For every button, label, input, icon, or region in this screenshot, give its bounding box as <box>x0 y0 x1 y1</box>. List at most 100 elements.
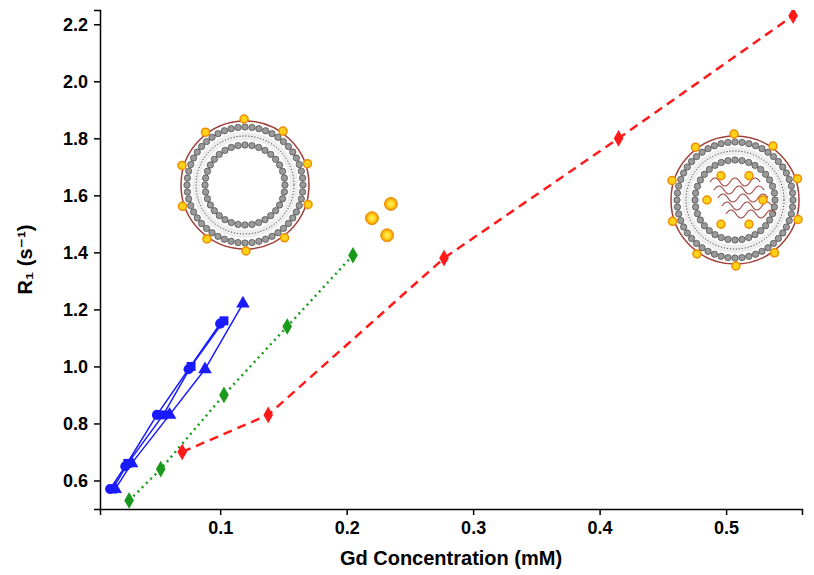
icon-bead <box>674 197 680 203</box>
icon-bead <box>276 202 282 208</box>
icon-bead <box>693 240 699 246</box>
icon-bead <box>697 217 703 223</box>
tick-label: 0.2 <box>335 518 360 538</box>
icon-bead <box>216 212 222 218</box>
icon-bead <box>789 204 795 210</box>
icon-gd <box>703 196 711 204</box>
icon-bead <box>694 210 700 216</box>
icon-bead <box>272 208 278 214</box>
icon-bead <box>198 220 204 226</box>
icon-bead <box>697 177 703 183</box>
icon-bead <box>759 145 765 151</box>
icon-bead <box>203 225 209 231</box>
point <box>177 444 187 461</box>
tick-label: 2.0 <box>63 72 88 92</box>
tick-label: 0.4 <box>588 518 613 538</box>
tick: 0.1 <box>208 509 233 538</box>
tick-label: 1.8 <box>63 129 88 149</box>
icon-bead <box>222 147 228 153</box>
icon-bead <box>281 175 287 181</box>
icon-bead <box>765 245 771 251</box>
icon-bead <box>706 227 712 233</box>
icon-bead <box>766 217 772 223</box>
icon-bead <box>705 145 711 151</box>
tick-label: 0.8 <box>63 414 88 434</box>
icon-bead <box>298 196 304 202</box>
icon-bead <box>694 183 700 189</box>
icon-bead <box>770 240 776 246</box>
icon-bead <box>262 147 268 153</box>
icon-bead <box>190 155 196 161</box>
icon-bead <box>746 253 752 259</box>
icon-bead <box>732 237 738 243</box>
icon-gd <box>304 201 312 209</box>
icon-gd <box>794 216 802 224</box>
point <box>187 362 196 371</box>
icon-bead <box>701 171 707 177</box>
icon-bead <box>771 204 777 210</box>
icon-bead <box>249 142 255 148</box>
icon-bead <box>275 230 281 236</box>
tick-mark <box>94 366 100 368</box>
icon-bead <box>235 142 241 148</box>
chart: 0.10.20.30.40.50.60.81.01.21.41.61.82.02… <box>0 0 814 575</box>
x-axis: 0.10.20.30.40.5 <box>101 509 803 538</box>
icon-bead <box>299 189 305 195</box>
point <box>236 296 250 308</box>
icon-bead <box>701 223 707 229</box>
icon-bead <box>202 182 208 188</box>
icon-bead <box>783 170 789 176</box>
tick-label: 1.6 <box>63 186 88 206</box>
icon-bead <box>786 217 792 223</box>
icon-bead <box>204 195 210 201</box>
point <box>439 250 449 267</box>
tick: 1.8 <box>63 129 100 149</box>
icon-tails <box>686 151 784 249</box>
icon-gd <box>668 176 676 184</box>
point <box>348 247 358 264</box>
icon-bead <box>688 235 694 241</box>
icon-bead <box>678 176 684 182</box>
icon-gd <box>242 247 250 255</box>
icon-gd <box>179 202 187 210</box>
icon-gd <box>730 130 738 138</box>
point <box>219 316 228 325</box>
icon-gd <box>693 250 701 258</box>
icon-bead <box>732 255 738 261</box>
icon-bead <box>718 140 724 146</box>
tick-mark <box>94 423 100 425</box>
icon-bead <box>699 245 705 251</box>
y-axis-title: R₁ (s⁻¹) <box>14 225 36 295</box>
tick-label: 0.1 <box>208 518 233 538</box>
icon-bead <box>184 182 190 188</box>
x-axis-title: Gd Concentration (mM) <box>340 547 562 569</box>
point <box>108 481 122 493</box>
icon-bead <box>780 230 786 236</box>
icon-bead <box>718 159 724 165</box>
point <box>282 318 292 335</box>
icon-bead <box>185 196 191 202</box>
icon-gd <box>279 127 287 135</box>
icon-bead <box>188 161 194 167</box>
icon-bead <box>184 175 190 181</box>
tick-mark <box>726 509 728 515</box>
icon-gd <box>178 161 186 169</box>
icon-bead <box>269 233 275 239</box>
icon-outline <box>181 121 309 249</box>
icon-bilayer <box>196 136 294 234</box>
icon-bead <box>207 162 213 168</box>
icon-bead <box>235 239 241 245</box>
tick-mark <box>94 309 100 311</box>
icon-bead <box>745 159 751 165</box>
icon-bead <box>712 162 718 168</box>
icon-gd <box>771 249 779 257</box>
icon-bead <box>275 134 281 140</box>
tick-label: 2.2 <box>63 15 88 35</box>
tick-mark <box>346 509 348 515</box>
icon-bead <box>786 176 792 182</box>
icon-bead <box>269 130 275 136</box>
icon-bead <box>282 182 288 188</box>
icon-bead <box>221 236 227 242</box>
icon-bead <box>290 149 296 155</box>
icon-bead <box>194 215 200 221</box>
